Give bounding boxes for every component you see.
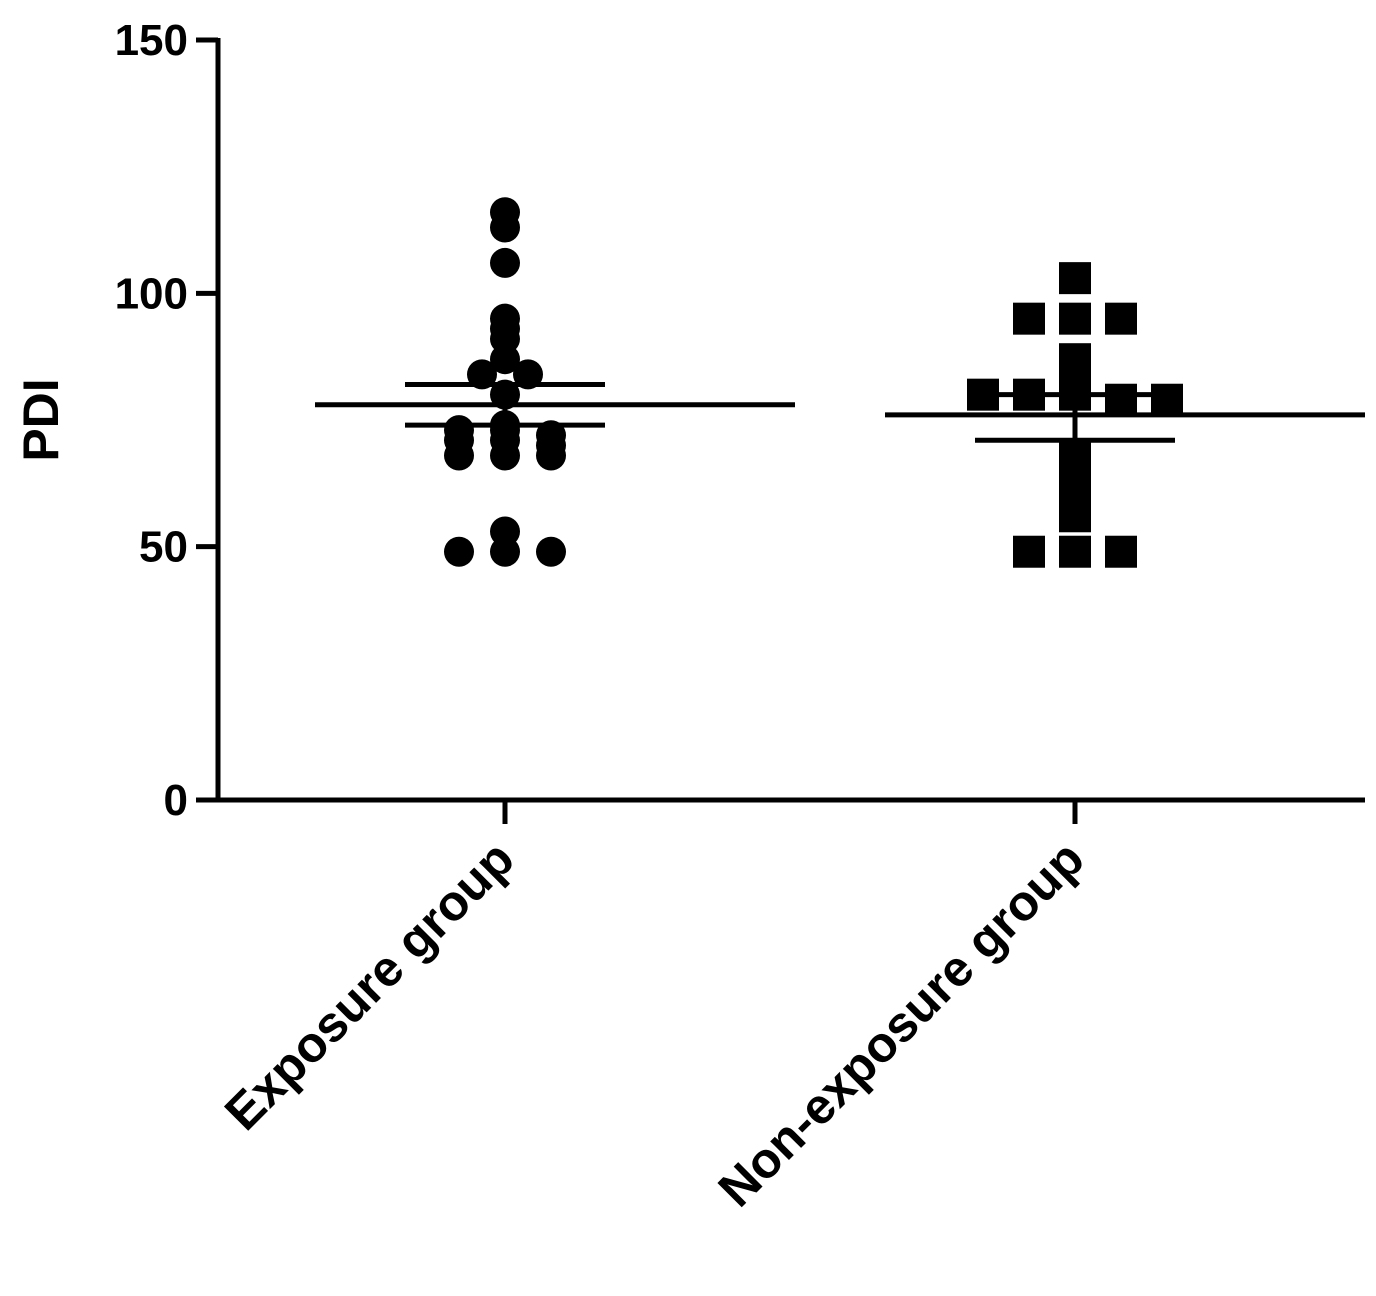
x-axis: Exposure group Non-exposure group <box>214 797 1365 1217</box>
data-point-circle <box>490 247 520 278</box>
x-category-label: Exposure group <box>214 830 525 1141</box>
data-point-circle <box>513 359 543 390</box>
y-tick-label: 100 <box>115 269 188 318</box>
data-point-circle <box>490 197 520 228</box>
data-point-square <box>1105 383 1137 416</box>
y-tick-label: 50 <box>139 523 188 572</box>
data-point-square <box>1059 469 1091 502</box>
data-point-square <box>1059 500 1091 533</box>
y-tick-label: 0 <box>164 776 188 825</box>
data-point-square <box>1059 535 1091 568</box>
data-point-circle <box>536 536 566 567</box>
data-point-square <box>1059 302 1091 335</box>
data-point-circle <box>490 303 520 334</box>
y-axis-title: PDI <box>13 378 69 461</box>
data-point-square <box>1013 302 1045 335</box>
data-point-square <box>1151 383 1183 416</box>
data-point-square <box>1059 439 1091 472</box>
x-category-label: Non-exposure group <box>708 830 1095 1217</box>
data-point-square <box>1059 262 1091 295</box>
data-point-circle <box>444 415 474 446</box>
y-tick-label: 150 <box>115 16 188 65</box>
data-point-circle <box>444 536 474 567</box>
data-point-circle <box>490 516 520 547</box>
data-point-circle <box>536 420 566 451</box>
mean-sem-lines <box>315 382 1365 443</box>
data-point-square <box>1105 302 1137 335</box>
y-axis: 0 50 100 150 <box>115 16 221 825</box>
data-point-square <box>1105 535 1137 568</box>
data-point-circle <box>467 359 497 390</box>
data-point-square <box>1013 535 1045 568</box>
data-point-square <box>1059 343 1091 376</box>
